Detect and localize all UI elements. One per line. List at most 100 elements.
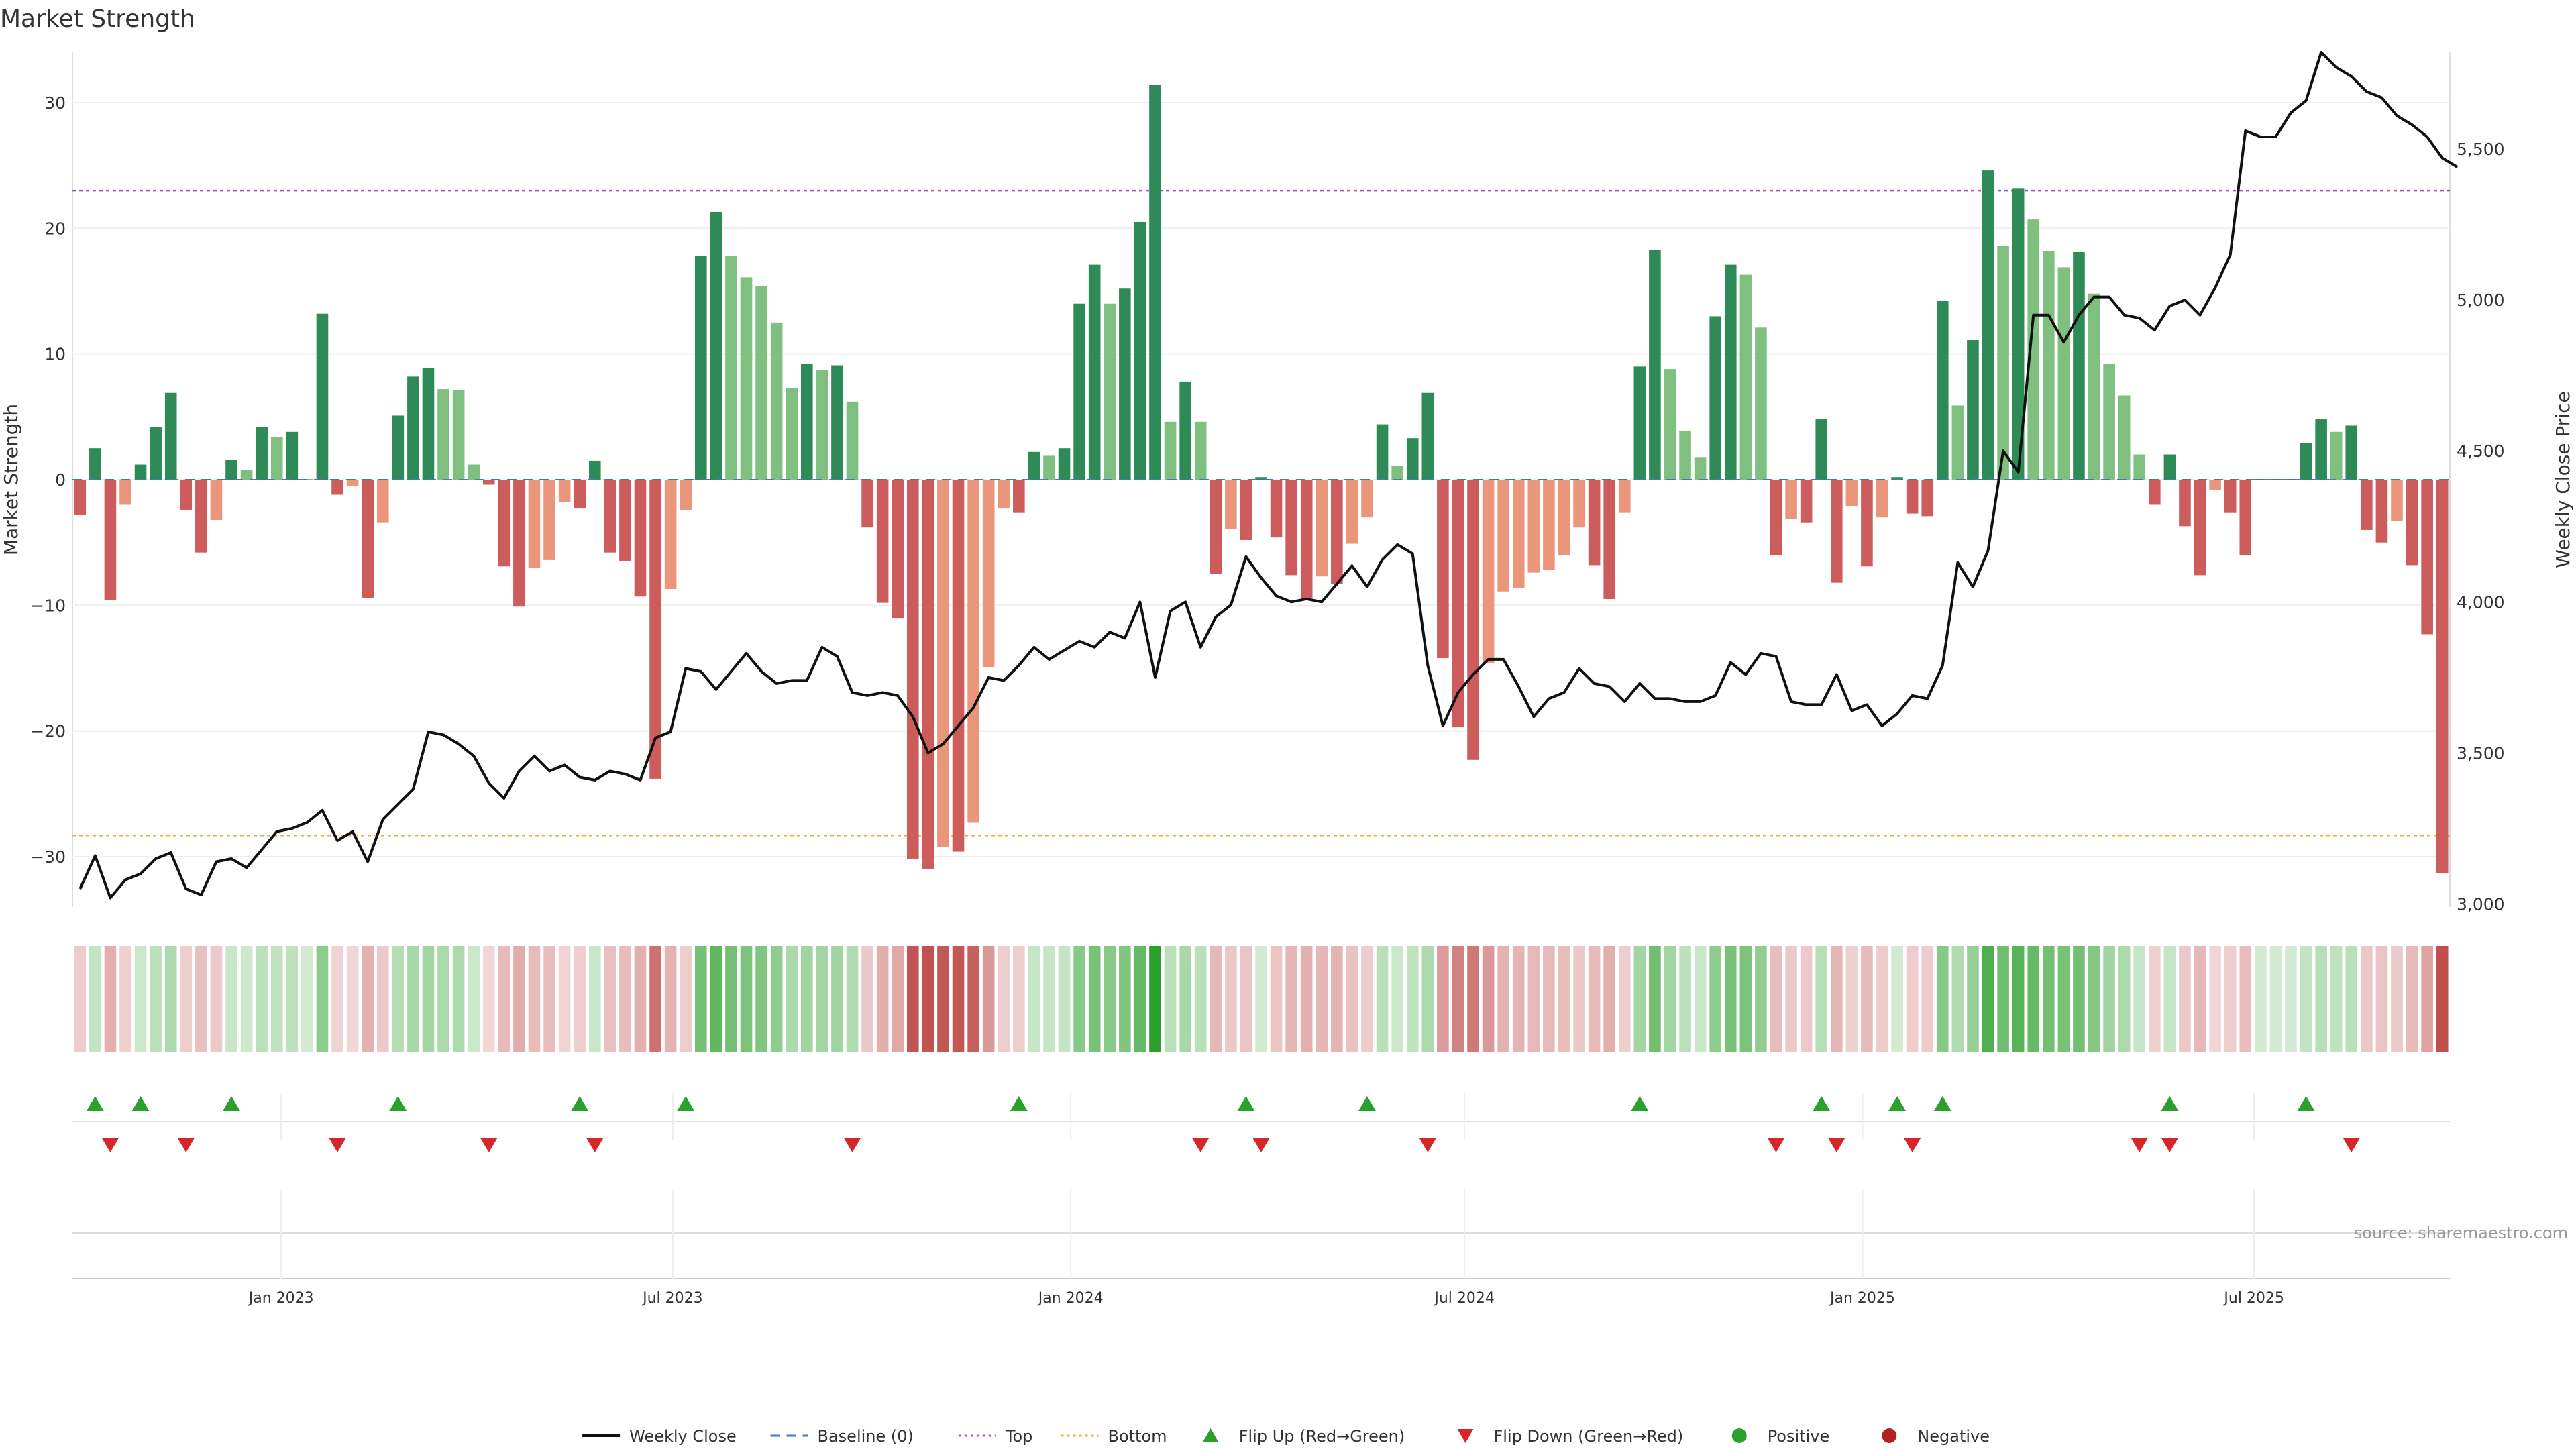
strength-bar [119, 480, 131, 505]
strength-bar [1406, 438, 1419, 480]
strength-bar [664, 480, 677, 589]
strength-bar [680, 480, 692, 510]
strength-bar [755, 286, 767, 480]
heat-cell [180, 946, 193, 1052]
heat-cell [1452, 946, 1464, 1052]
strength-bar [498, 480, 511, 567]
heat-cell [2421, 946, 2433, 1052]
flip-down-marker [1767, 1137, 1785, 1153]
strength-bar [482, 480, 495, 485]
strength-bar [740, 277, 753, 480]
strength-bar [1679, 430, 1691, 480]
strength-bar [2315, 419, 2327, 480]
flip-down-marker [2343, 1137, 2361, 1153]
heat-cell [1043, 946, 1055, 1052]
heat-cell [1164, 946, 1177, 1052]
flip-up-marker [2297, 1095, 2315, 1112]
strength-bar [1527, 480, 1540, 573]
heat-cell [1967, 946, 1979, 1052]
right-axis-ticks: 3,000 3,500 4,000 4,500 5,000 5,500 [2457, 140, 2505, 914]
strength-bar [574, 480, 586, 509]
strength-bar [1633, 366, 1646, 480]
heat-cell [2375, 946, 2388, 1052]
heat-cell [1891, 946, 1903, 1052]
left-axis-label: Market Strength [0, 404, 22, 555]
heat-cell [150, 946, 162, 1052]
strength-bar [1028, 451, 1040, 480]
heat-cell [376, 946, 389, 1052]
heat-cell [437, 946, 449, 1052]
strength-bar [1588, 480, 1601, 566]
heat-cell [1058, 946, 1071, 1052]
heat-cell [2057, 946, 2070, 1052]
strength-bar [604, 480, 616, 553]
heat-cell [2012, 946, 2025, 1052]
heat-cell [680, 946, 692, 1052]
strength-bar [2043, 251, 2055, 480]
heat-cell [362, 946, 374, 1052]
strength-bar [1346, 480, 1358, 544]
strength-bar [2179, 480, 2191, 527]
legend-label: Flip Down (Green→Red) [1494, 1427, 1684, 1446]
strength-bar [1285, 480, 1297, 576]
strength-bar [2012, 188, 2025, 480]
strength-bar [210, 480, 223, 520]
heat-cell [468, 946, 480, 1052]
flip-down-marker [1252, 1137, 1270, 1153]
heat-cell [2436, 946, 2449, 1052]
strength-bar [588, 460, 601, 480]
heat-cell [1210, 946, 1222, 1052]
strength-bar [1194, 421, 1207, 480]
strength-bar [907, 480, 919, 859]
strength-bar [952, 480, 965, 852]
heat-cell [1270, 946, 1283, 1052]
strength-bar [725, 256, 737, 480]
strength-bar [1906, 480, 1919, 514]
strength-bar [331, 480, 343, 495]
flip-up-marker [1813, 1095, 1831, 1112]
heat-cell [588, 946, 601, 1052]
flip-up-marker [1933, 1095, 1951, 1112]
strength-bar [892, 480, 904, 619]
heat-cell [134, 946, 147, 1052]
heat-cell [316, 946, 329, 1052]
heat-cell [2300, 946, 2312, 1052]
heat-cell [1679, 946, 1691, 1052]
heat-cell [755, 946, 767, 1052]
heat-cell [967, 946, 979, 1052]
heat-cell [2361, 946, 2373, 1052]
strength-bar [2345, 425, 2358, 480]
strength-bar [180, 480, 193, 510]
strength-bar [2149, 480, 2161, 505]
legend: Weekly Close Baseline (0) Top Bottom Flip Up… [582, 1427, 1990, 1446]
heat-cell [1316, 946, 1328, 1052]
flip-down-marker [2161, 1137, 2179, 1153]
heat-cell [498, 946, 511, 1052]
legend-item: Baseline (0) [770, 1427, 914, 1446]
chart-title: Market Strength [0, 5, 195, 33]
x-tick-label: Jul 2023 [641, 1290, 703, 1307]
strength-bar [1558, 480, 1570, 555]
flip-down-marker [1827, 1137, 1845, 1153]
strength-bar [619, 480, 631, 561]
heat-cell [1285, 946, 1297, 1052]
heat-cell [2133, 946, 2146, 1052]
legend-item: Weekly Close [582, 1427, 737, 1446]
heat-cell [2255, 946, 2267, 1052]
strength-bar [89, 448, 101, 480]
heat-cell [619, 946, 631, 1052]
strength-bar [1270, 480, 1283, 538]
heat-cell [482, 946, 495, 1052]
heat-cell [1770, 946, 1782, 1052]
strength-bar [1013, 480, 1025, 513]
strength-bar [225, 460, 237, 480]
heat-cell [1876, 946, 1888, 1052]
strength-bar [2133, 454, 2146, 480]
flip-markers [86, 1095, 2361, 1153]
heat-cell [210, 946, 223, 1052]
flip-up-marker [223, 1095, 241, 1112]
heat-cell [1633, 946, 1646, 1052]
source-note: source: sharemaestro.com [2354, 1224, 2568, 1242]
legend-item: Bottom [1061, 1427, 1167, 1446]
strength-bar [967, 480, 979, 823]
